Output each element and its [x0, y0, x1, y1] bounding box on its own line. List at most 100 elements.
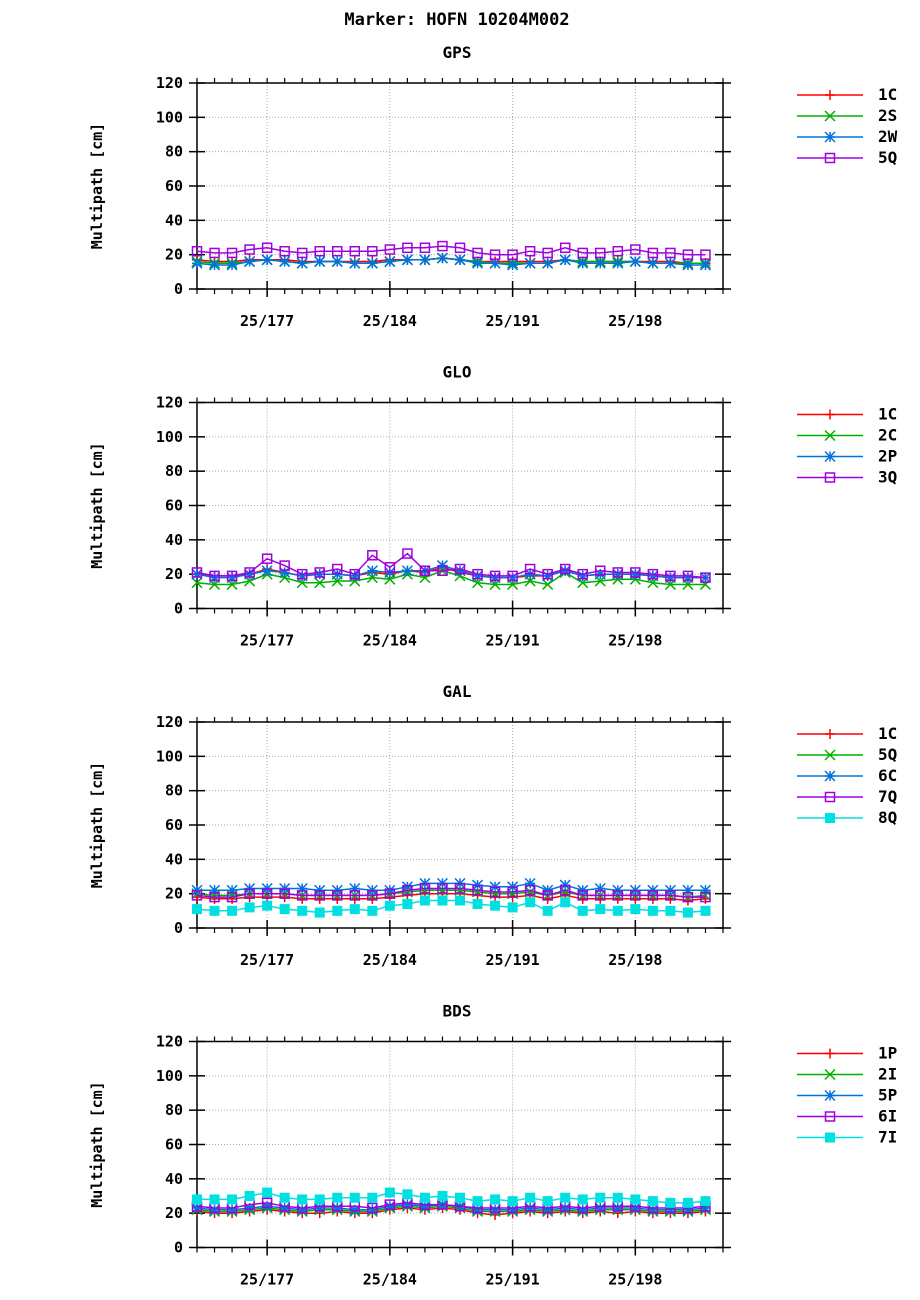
x-tick-label: 25/198 — [608, 951, 662, 969]
data-point — [507, 249, 518, 260]
data-point — [542, 890, 553, 901]
legend-entry: 2I — [797, 1065, 897, 1084]
data-point — [524, 884, 536, 896]
data-point — [419, 883, 431, 894]
y-tick-label: 100 — [156, 747, 183, 765]
data-point — [612, 905, 623, 916]
data-point — [629, 568, 641, 580]
data-point — [436, 252, 448, 264]
data-point — [577, 568, 588, 580]
data-point — [227, 1194, 238, 1205]
data-point — [402, 898, 413, 909]
data-point — [192, 1194, 202, 1205]
data-point — [699, 884, 711, 896]
panel-glo: GLO 0 20 40 60 80 100 120 25/177 25/184 25/191 25/1… — [88, 363, 897, 650]
data-point — [682, 1204, 694, 1216]
data-point — [559, 884, 571, 896]
legend-label: 2I — [878, 1065, 897, 1084]
x-tick-label: 25/198 — [608, 312, 662, 330]
y-tick-label: 120 — [156, 74, 183, 92]
data-point — [595, 904, 606, 915]
data-point — [595, 565, 606, 576]
y-tick-label: 20 — [165, 885, 183, 903]
data-point — [349, 568, 361, 580]
data-point — [647, 257, 659, 269]
data-point — [507, 570, 518, 582]
data-point — [209, 891, 220, 903]
legend-marker — [824, 450, 836, 463]
y-axis-label: Multipath [cm] — [88, 442, 106, 568]
data-point — [296, 882, 308, 895]
series-line — [197, 1191, 706, 1204]
data-point — [612, 890, 624, 901]
data-point — [472, 257, 484, 269]
data-point — [191, 890, 203, 901]
data-point — [700, 891, 711, 903]
legend-entry: 8Q — [797, 808, 897, 827]
legend-entry: 2P — [797, 447, 897, 466]
data-point — [384, 1187, 395, 1198]
data-point — [472, 568, 483, 580]
data-point — [279, 256, 291, 268]
data-point — [472, 1204, 484, 1216]
y-tick-label: 100 — [156, 108, 183, 126]
data-point — [209, 905, 220, 916]
data-point — [542, 578, 554, 590]
data-point — [314, 568, 326, 580]
data-point — [402, 1189, 413, 1200]
data-point — [594, 1202, 606, 1214]
legend-entry: 1C — [797, 85, 897, 104]
data-point — [332, 563, 343, 575]
y-axis-label: Multipath [cm] — [88, 123, 106, 249]
legend-entry: 5Q — [797, 148, 897, 167]
data-point — [367, 245, 378, 257]
data-point — [261, 553, 273, 564]
data-point — [524, 1202, 536, 1214]
data-point — [665, 570, 676, 582]
legend-entry: 1C — [797, 724, 897, 743]
legend-entry: 3Q — [797, 468, 897, 487]
data-point — [296, 570, 308, 582]
series-7q — [191, 883, 711, 903]
legend-label: 3Q — [878, 468, 897, 487]
legend-entry: 2S — [797, 106, 897, 125]
legend-label: 7I — [878, 1128, 897, 1147]
legend-marker — [824, 429, 836, 442]
y-tick-label: 60 — [165, 1136, 183, 1154]
data-point — [384, 1200, 396, 1212]
data-point — [367, 550, 378, 561]
series-8q — [192, 895, 711, 918]
data-point — [384, 244, 396, 255]
data-point — [665, 905, 676, 916]
data-point — [559, 242, 571, 254]
legend-marker — [824, 131, 836, 143]
data-point — [700, 249, 711, 260]
data-point — [191, 245, 203, 257]
series-line — [196, 245, 706, 256]
data-point — [630, 890, 641, 901]
legend-label: 6C — [878, 766, 897, 785]
data-point — [507, 572, 519, 584]
data-point — [542, 570, 554, 582]
y-tick-label: 120 — [156, 713, 183, 731]
data-point — [349, 1204, 361, 1216]
x-tick-label: 25/177 — [240, 951, 294, 969]
data-point — [244, 568, 256, 580]
data-point — [401, 565, 413, 577]
data-point — [279, 572, 291, 584]
data-point — [472, 570, 484, 582]
data-point — [630, 1194, 641, 1205]
data-point — [349, 904, 360, 915]
data-point — [594, 568, 606, 580]
x-tick-label: 25/191 — [486, 1271, 540, 1289]
data-point — [700, 1196, 711, 1207]
y-tick-label: 80 — [165, 1101, 183, 1119]
data-point — [367, 1202, 378, 1214]
data-point — [314, 890, 325, 901]
data-point — [437, 240, 448, 252]
legend-entry: 1P — [797, 1044, 897, 1063]
data-point — [367, 905, 378, 916]
data-point — [594, 882, 606, 895]
data-point — [314, 1202, 326, 1214]
y-tick-label: 20 — [165, 1204, 183, 1222]
